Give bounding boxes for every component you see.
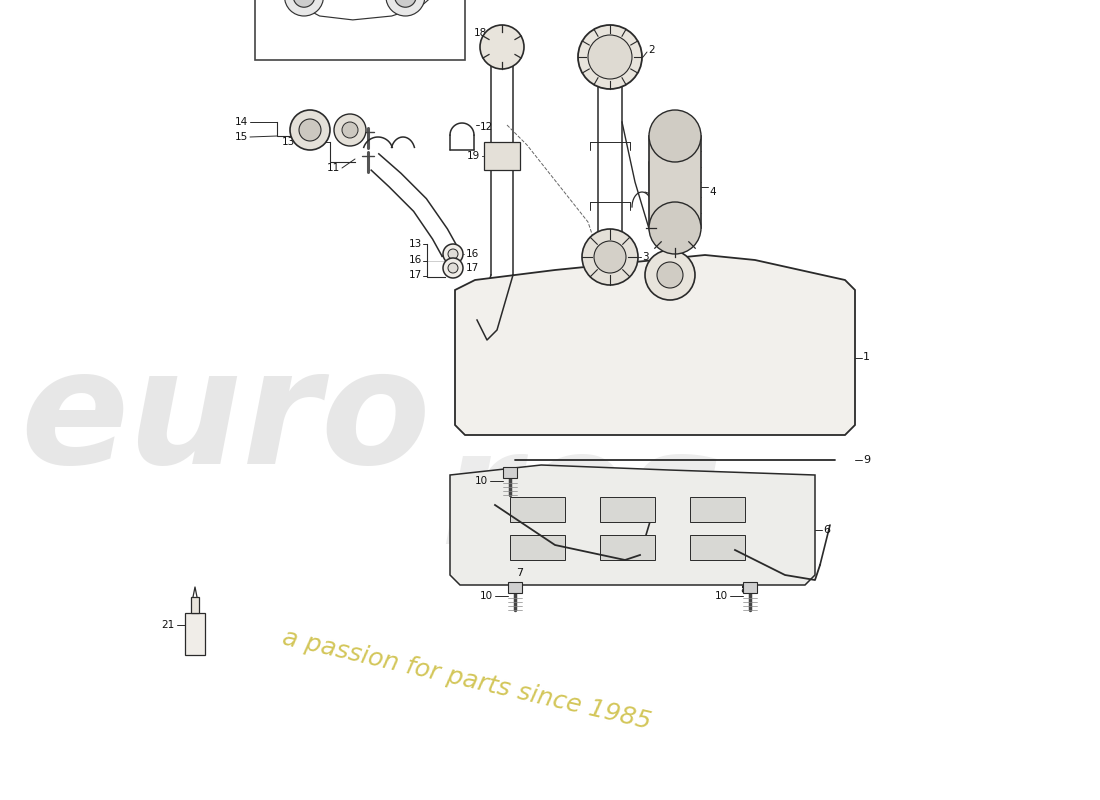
Text: 1: 1	[864, 353, 870, 362]
Bar	[600, 535, 654, 560]
Text: res: res	[440, 422, 723, 578]
Text: 3: 3	[642, 252, 649, 262]
Bar	[690, 497, 745, 522]
Text: 8: 8	[740, 585, 747, 595]
Text: 13: 13	[409, 239, 422, 249]
Bar	[510, 535, 565, 560]
Text: 21: 21	[162, 620, 175, 630]
Circle shape	[334, 114, 366, 146]
Bar	[503, 467, 517, 478]
Circle shape	[342, 122, 358, 138]
Text: 7: 7	[516, 568, 524, 578]
Circle shape	[443, 258, 463, 278]
Text: 16: 16	[466, 249, 480, 259]
Text: 11: 11	[327, 163, 340, 173]
Text: 19: 19	[466, 151, 480, 161]
Text: 10: 10	[715, 591, 728, 601]
Bar	[510, 497, 565, 522]
Circle shape	[299, 119, 321, 141]
Circle shape	[395, 0, 416, 7]
Text: euro: euro	[20, 342, 430, 498]
Text: 13: 13	[282, 137, 295, 147]
Text: 12: 12	[480, 122, 493, 132]
Circle shape	[448, 263, 458, 273]
Bar	[255, 0, 465, 60]
Circle shape	[594, 241, 626, 273]
Polygon shape	[185, 613, 205, 655]
Polygon shape	[191, 597, 199, 613]
Bar	[508, 582, 522, 594]
Polygon shape	[450, 465, 815, 585]
Text: 15: 15	[234, 132, 248, 142]
Text: 10: 10	[475, 476, 488, 486]
Text: 17: 17	[466, 263, 480, 273]
Circle shape	[657, 262, 683, 288]
Circle shape	[582, 229, 638, 285]
Bar	[742, 582, 757, 594]
Bar	[690, 535, 745, 560]
Circle shape	[588, 35, 632, 79]
Text: 2: 2	[648, 45, 654, 55]
Circle shape	[448, 249, 458, 259]
Text: 6: 6	[823, 525, 830, 535]
Circle shape	[294, 0, 315, 7]
Circle shape	[649, 110, 701, 162]
Text: 5: 5	[667, 197, 673, 207]
Circle shape	[480, 25, 524, 69]
Text: 9: 9	[864, 455, 870, 465]
Text: 18: 18	[474, 28, 487, 38]
Bar	[484, 142, 520, 170]
Text: 17: 17	[409, 270, 422, 280]
Circle shape	[443, 244, 463, 264]
Circle shape	[649, 202, 701, 254]
Text: 16: 16	[409, 255, 422, 265]
Text: 10: 10	[480, 591, 493, 601]
Text: 4: 4	[710, 187, 716, 197]
Circle shape	[578, 25, 642, 89]
Circle shape	[285, 0, 323, 16]
Bar	[649, 136, 701, 228]
Circle shape	[290, 110, 330, 150]
Circle shape	[386, 0, 425, 16]
Circle shape	[645, 250, 695, 300]
Bar	[600, 497, 654, 522]
Text: a passion for parts since 1985: a passion for parts since 1985	[280, 626, 653, 734]
Text: 14: 14	[234, 117, 248, 127]
Polygon shape	[455, 255, 855, 435]
